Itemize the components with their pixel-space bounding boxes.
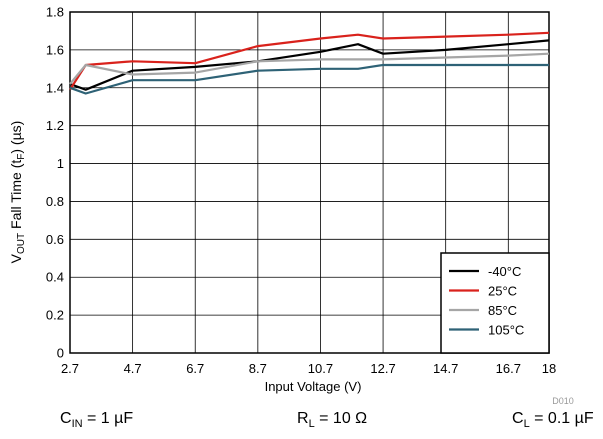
x-tick-label: 2.7 <box>61 361 79 376</box>
y-tick-label: 0.4 <box>46 270 64 285</box>
x-tick-label: 8.7 <box>249 361 267 376</box>
x-tick-labels: 2.7 4.7 6.7 8.7 10.7 12.7 14.7 16.7 18 <box>61 361 556 376</box>
x-axis-label: Input Voltage (V) <box>265 379 362 394</box>
y-tick-label: 1.2 <box>46 118 64 133</box>
y-tick-label: 1.6 <box>46 42 64 57</box>
cin-symbol: C <box>60 410 72 427</box>
y-axis-label: VOUT Fall Time (tF) (µs) <box>8 121 27 264</box>
series-line-1 <box>69 39 550 91</box>
legend-label-4: 105°C <box>488 323 524 338</box>
series-line-2 <box>69 31 550 91</box>
cl-subscript: L <box>523 418 530 431</box>
legend-label-2: 25°C <box>488 284 517 299</box>
legend: -40°C 25°C 85°C 105°C <box>440 252 550 354</box>
series-line-4 <box>69 63 549 95</box>
legend-label-1: -40°C <box>488 264 521 279</box>
x-tick-label: 10.7 <box>308 361 333 376</box>
condition-rl: RL = 10 Ω <box>297 410 367 430</box>
y-tick-labels: 0 0.2 0.4 0.6 0.8 1 1.2 1.4 1.6 1.8 <box>46 5 64 361</box>
y-tick-label: 1.4 <box>46 80 64 95</box>
rl-subscript: L <box>308 418 315 431</box>
x-tick-label: 14.7 <box>433 361 458 376</box>
y-tick-label: 0.2 <box>46 308 64 323</box>
cl-symbol: C <box>512 410 524 427</box>
x-tick-label: 18 <box>542 361 556 376</box>
y-tick-label: 0 <box>57 346 64 361</box>
legend-label-3: 85°C <box>488 303 517 318</box>
y-tick-label: 1.8 <box>46 5 64 20</box>
cin-subscript: IN <box>71 418 83 431</box>
y-tick-label: 0.6 <box>46 232 64 247</box>
series-line-3 <box>69 52 550 85</box>
x-tick-label: 4.7 <box>124 361 142 376</box>
x-tick-label: 16.7 <box>496 361 521 376</box>
rl-value: = 10 Ω <box>314 410 368 427</box>
condition-cin: CIN = 1 µF <box>60 410 133 430</box>
figure-id: D010 <box>552 396 574 406</box>
y-tick-label: 1 <box>57 156 64 171</box>
condition-cl: CL = 0.1 µF <box>512 410 594 430</box>
y-tick-label: 0.8 <box>46 194 64 209</box>
legend-box <box>440 252 550 354</box>
grid-lines <box>69 11 550 354</box>
series-layer <box>69 31 550 95</box>
cin-value: = 1 µF <box>82 410 134 427</box>
x-tick-label: 12.7 <box>370 361 395 376</box>
x-tick-label: 6.7 <box>186 361 204 376</box>
plot-frame <box>69 11 550 354</box>
rl-symbol: R <box>297 410 309 427</box>
cl-value: = 0.1 µF <box>529 410 594 427</box>
